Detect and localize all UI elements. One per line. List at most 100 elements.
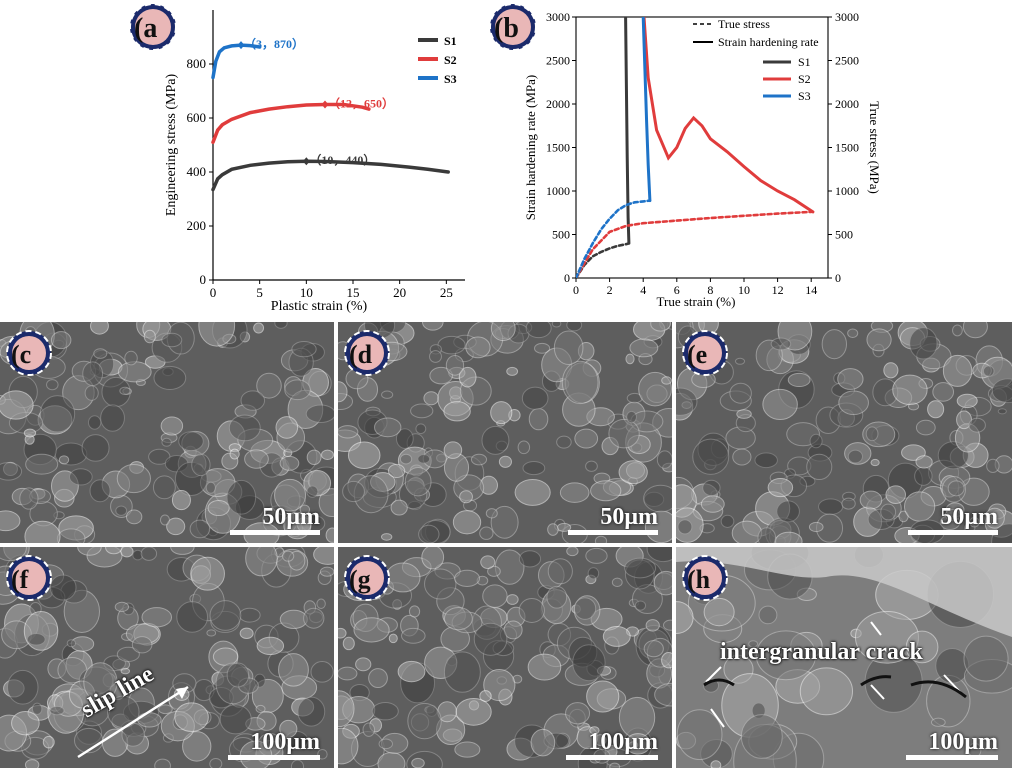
y-tick-label-b: 500 (552, 228, 570, 242)
sem-texture-dimple (866, 328, 892, 352)
sem-texture-dimple (49, 705, 65, 716)
sem-texture-dimple (49, 574, 77, 601)
badge-d-label: (d (349, 340, 373, 369)
sem-texture-dimple (443, 606, 473, 631)
scale-bar-label-f: 100μm (250, 729, 320, 755)
sem-texture-dimple (26, 633, 46, 646)
sem-texture-dimple (645, 619, 660, 632)
sem-texture-dimple (458, 366, 477, 388)
sem-texture-dimple (841, 497, 856, 510)
sem-texture-dimple (518, 550, 542, 568)
sem-texture-dimple (927, 400, 945, 419)
sem-texture-dimple (161, 437, 172, 447)
sem-texture-dimple (19, 487, 39, 510)
sem-texture-dimple (313, 547, 334, 565)
sem-texture-dimple (58, 455, 70, 465)
sem-texture-dimple (762, 388, 798, 420)
series-line-s2-true-stress (576, 210, 813, 278)
sem-texture-dimple (589, 726, 600, 735)
y-tick-label-right-b: 500 (835, 228, 853, 242)
sem-texture-dimple (643, 484, 672, 513)
sem-texture-dimple (443, 401, 471, 422)
sem-texture-dimple (663, 619, 672, 631)
scale-bar-e (908, 530, 998, 535)
sem-texture-dimple (905, 630, 939, 664)
sem-texture-dimple (380, 533, 393, 541)
sem-texture-dimple (732, 448, 752, 466)
sem-texture-dimple (483, 668, 516, 702)
sem-texture-dimple (385, 562, 421, 593)
sem-texture-dimple (11, 710, 40, 736)
sem-texture-dimple (418, 524, 440, 543)
sem-texture-dimple (506, 366, 519, 376)
sem-texture-dimple (353, 617, 390, 643)
x-tick-label-a: 20 (393, 285, 406, 300)
sem-texture-dimple (182, 731, 212, 762)
sem-texture-dimple (880, 503, 897, 521)
sem-texture-dimple (776, 500, 800, 523)
sem-texture-dimple (986, 458, 1000, 473)
sem-texture-dimple (654, 682, 672, 707)
annotation-h: intergranular crack (720, 639, 923, 665)
sem-image-h (676, 547, 1012, 768)
sem-texture-dimple (530, 728, 556, 757)
annotation-label: （3，870） (244, 36, 304, 51)
sem-texture-dimple (482, 584, 508, 608)
sem-texture-dimple (423, 391, 439, 406)
y-tick-label-right-b: 3000 (835, 10, 859, 24)
sem-texture-dimple (395, 428, 414, 450)
sem-texture-dimple (808, 521, 824, 533)
sem-texture-dimple (408, 605, 421, 618)
sem-texture-dimple (914, 466, 933, 486)
annotation-label: （12，650） (328, 96, 394, 111)
sem-texture-dimple (566, 547, 579, 557)
sem-texture-dimple (629, 338, 659, 358)
sem-texture-dimple (676, 601, 694, 634)
sem-texture-dimple (490, 322, 516, 342)
sem-texture-dimple (479, 526, 494, 540)
sem-texture-dimple (209, 600, 242, 631)
sem-texture-dimple (755, 630, 817, 681)
sem-texture-dimple (573, 597, 597, 620)
legend-label-s3: S3 (798, 89, 811, 103)
sem-texture-dimple (883, 362, 899, 379)
sem-texture-dimple (445, 354, 465, 376)
sem-texture-dimple (586, 680, 620, 713)
sem-texture-dimple (915, 455, 933, 469)
sem-texture-dimple (443, 441, 463, 459)
sem-texture-dimple (847, 328, 859, 339)
scale-bar-c (230, 530, 320, 535)
chart-a: (a 0 5 10 15 20 25 0 200 400 600 800 Plastic strain… (129, 3, 465, 314)
x-axis-label-b: True strain (%) (657, 294, 736, 309)
sem-texture-dimple (566, 322, 583, 332)
sem-texture-dimple (915, 419, 936, 436)
y-axis-label-a: Engineering stress (MPa) (164, 74, 179, 217)
sem-texture-dimple (608, 418, 640, 449)
sem-texture-dimple (24, 520, 61, 543)
sem-texture-dimple (347, 441, 381, 470)
series-line-s1-true-stress (576, 242, 630, 278)
sem-texture-dimple (818, 498, 844, 515)
annotation-label: （10，440） (309, 152, 375, 167)
sem-texture-dimple (310, 661, 334, 683)
sem-texture-dimple (710, 760, 722, 768)
sem-texture-dimple (459, 490, 473, 504)
sem-texture-dimple (594, 535, 608, 543)
sem-texture-dimple (245, 547, 278, 577)
sem-texture-dimple (226, 479, 257, 515)
sem-panel-c: (c 50μm (0, 322, 334, 543)
sem-texture-dimple (498, 455, 512, 468)
sem-texture-dimple (748, 640, 759, 648)
sem-texture-dimple (454, 741, 481, 758)
sem-texture-dimple (480, 555, 496, 569)
sem-texture-dimple (275, 416, 299, 439)
sem-texture-dimple (734, 357, 746, 365)
sem-texture-dimple (494, 549, 525, 585)
sem-texture-dimple (274, 478, 307, 512)
sem-texture-dimple (731, 520, 763, 543)
sem-texture-dimple (553, 330, 584, 365)
sem-texture-dimple (256, 636, 285, 656)
y-tick-label-b: 2000 (546, 97, 570, 111)
sem-texture-dimple (152, 475, 176, 500)
scale-bar-d (568, 530, 658, 535)
